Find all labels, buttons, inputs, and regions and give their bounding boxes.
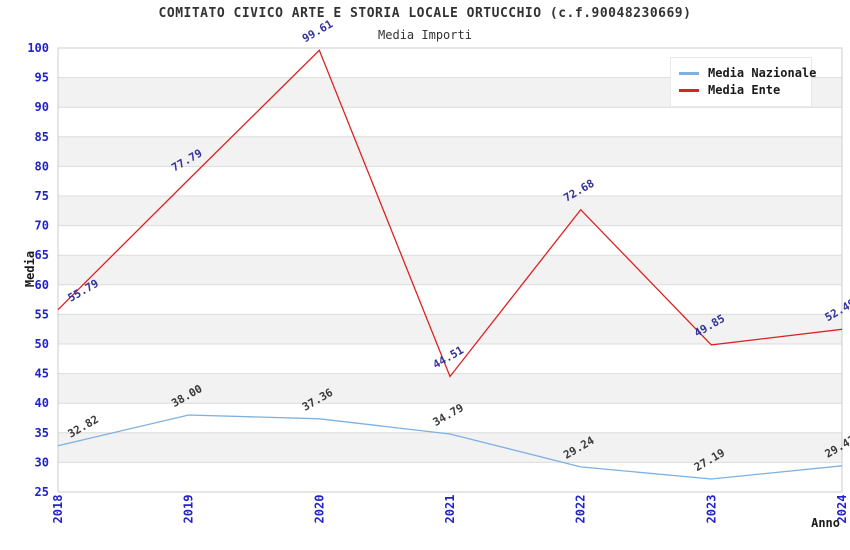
y-tick-label: 85 bbox=[35, 130, 49, 144]
y-tick-label: 100 bbox=[27, 41, 49, 55]
x-tick-label: 2021 bbox=[443, 495, 457, 524]
legend-line-media-nazionale-icon bbox=[679, 71, 699, 75]
grid-band bbox=[58, 432, 842, 463]
y-tick-label: 25 bbox=[35, 485, 49, 499]
y-tick-label: 75 bbox=[35, 189, 49, 203]
y-tick-label: 65 bbox=[35, 248, 49, 262]
grid-band bbox=[58, 196, 842, 226]
legend-entry-media-nazionale: Media Nazionale bbox=[679, 65, 816, 81]
x-tick-label: 2020 bbox=[312, 495, 326, 524]
legend-label-media-nazionale: Media Nazionale bbox=[708, 66, 817, 80]
legend-line-media-ente-icon bbox=[679, 88, 699, 92]
y-axis-title: Media bbox=[23, 250, 37, 288]
grid-band bbox=[58, 373, 842, 404]
point-label: 34.79 bbox=[431, 401, 466, 429]
series-line-media-ente bbox=[57, 49, 843, 378]
y-tick-label: 35 bbox=[35, 426, 49, 440]
plot-border bbox=[57, 47, 843, 493]
y-tick-label: 55 bbox=[35, 307, 49, 321]
x-tick-label: 2018 bbox=[51, 495, 65, 524]
point-label: 44.51 bbox=[431, 343, 467, 371]
grid-band bbox=[58, 136, 842, 167]
y-tick-label: 40 bbox=[35, 396, 49, 410]
y-tick-label: 30 bbox=[35, 455, 49, 469]
x-tick-label: 2022 bbox=[574, 495, 588, 524]
legend: Media Nazionale Media Ente bbox=[670, 57, 816, 107]
y-tick-label: 70 bbox=[35, 219, 49, 233]
legend-entry-media-ente: Media Ente bbox=[679, 82, 803, 98]
y-tick-label: 60 bbox=[35, 278, 49, 292]
x-tick-label: 2024 bbox=[835, 495, 849, 524]
y-tick-label: 80 bbox=[35, 159, 49, 173]
chart-title: COMITATO CIVICO ARTE E STORIA LOCALE ORT… bbox=[158, 6, 692, 21]
y-tick-label: 50 bbox=[35, 337, 49, 351]
grid-band bbox=[58, 255, 842, 285]
x-tick-label: 2019 bbox=[182, 495, 196, 524]
chart-subtitle: Media Importi bbox=[378, 28, 472, 42]
y-tick-label: 45 bbox=[35, 367, 49, 381]
x-axis-title: Anno bbox=[811, 516, 840, 530]
grid-band bbox=[58, 314, 842, 344]
y-tick-label: 90 bbox=[35, 100, 49, 114]
point-label: 52.49 bbox=[823, 296, 850, 324]
point-label: 99.61 bbox=[300, 17, 336, 45]
legend-label-media-ente: Media Ente bbox=[708, 83, 781, 97]
x-tick-label: 2023 bbox=[704, 495, 718, 524]
series-line-media-nazionale bbox=[57, 414, 843, 480]
y-tick-label: 95 bbox=[35, 71, 49, 85]
